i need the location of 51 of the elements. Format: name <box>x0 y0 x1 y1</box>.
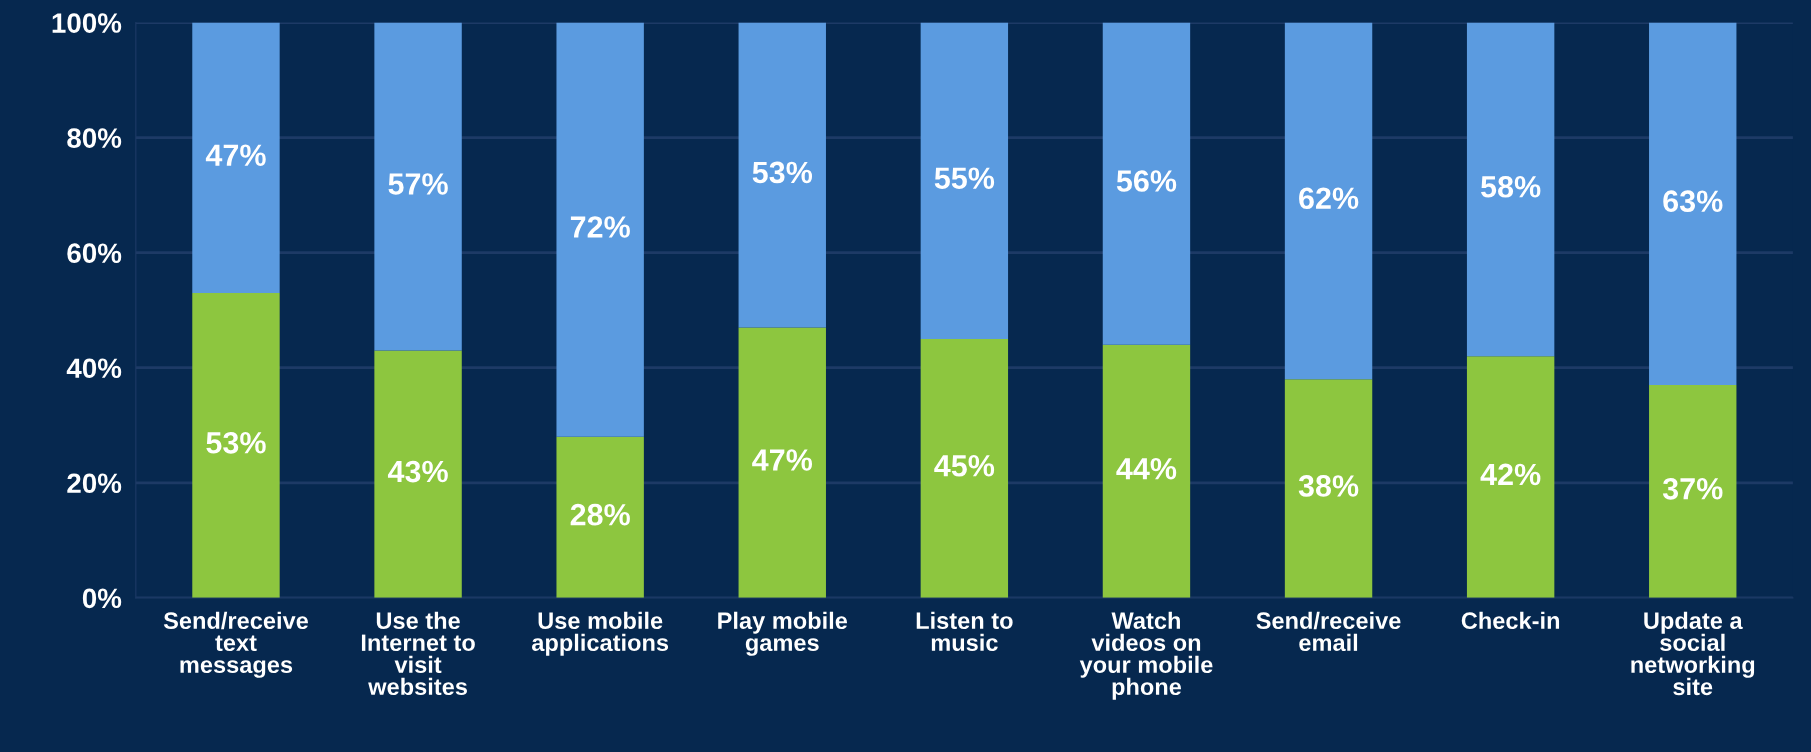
x-tick-label: Play mobile games <box>718 611 848 656</box>
data-label: 43% <box>387 460 448 483</box>
bar <box>1649 384 1737 598</box>
data-label: 63% <box>1663 190 1723 213</box>
bar <box>920 338 1009 598</box>
bar <box>738 327 826 598</box>
x-tick-label: Send/receive text messages <box>163 611 309 678</box>
bar <box>374 22 462 351</box>
y-tick-label: 20% <box>67 473 122 494</box>
data-label: 53% <box>206 431 266 454</box>
x-tick-label: Use the Internet to visit websites <box>361 611 475 696</box>
data-label: 47% <box>752 449 813 471</box>
bar <box>1649 22 1737 385</box>
data-label: 28% <box>570 503 630 526</box>
bar <box>1284 379 1373 598</box>
bar <box>1284 22 1373 380</box>
y-tick-label: 60% <box>67 243 122 264</box>
data-label: 55% <box>934 167 995 189</box>
bar <box>1102 344 1191 598</box>
x-tick-label: Listen to music <box>916 611 1013 652</box>
data-label: 56% <box>1116 170 1177 192</box>
data-label: 53% <box>752 161 813 184</box>
data-label: 57% <box>388 173 448 195</box>
bar <box>192 292 280 598</box>
bar <box>1466 356 1555 598</box>
bar <box>192 22 280 293</box>
bar <box>556 22 644 437</box>
x-tick-label: Update a social networking site <box>1631 611 1755 696</box>
y-tick-label: 80% <box>67 128 122 148</box>
data-label: 47% <box>205 144 266 166</box>
bar <box>738 22 826 328</box>
data-label: 58% <box>1481 175 1541 198</box>
bar <box>374 350 462 598</box>
y-tick-label: 40% <box>66 358 122 379</box>
data-label: 38% <box>1298 475 1359 497</box>
x-tick-label: Check-in <box>1461 611 1560 630</box>
data-label: 44% <box>1116 457 1177 480</box>
y-tick-label: 100% <box>52 13 122 33</box>
bar <box>1102 22 1191 345</box>
bar <box>556 436 644 598</box>
data-label: 42% <box>1480 463 1541 486</box>
data-label: 72% <box>570 216 630 238</box>
y-tick-label: 0% <box>82 588 122 609</box>
data-label: 45% <box>934 455 995 477</box>
data-label: 62% <box>1299 187 1359 210</box>
x-tick-label: Use mobile applications <box>531 611 669 656</box>
x-tick-label: Watch videos on your mobile phone <box>1079 611 1213 700</box>
data-label: 37% <box>1662 477 1723 500</box>
bar <box>1466 22 1555 357</box>
bar <box>920 22 1009 339</box>
x-tick-label: Send/receive email <box>1256 611 1401 652</box>
